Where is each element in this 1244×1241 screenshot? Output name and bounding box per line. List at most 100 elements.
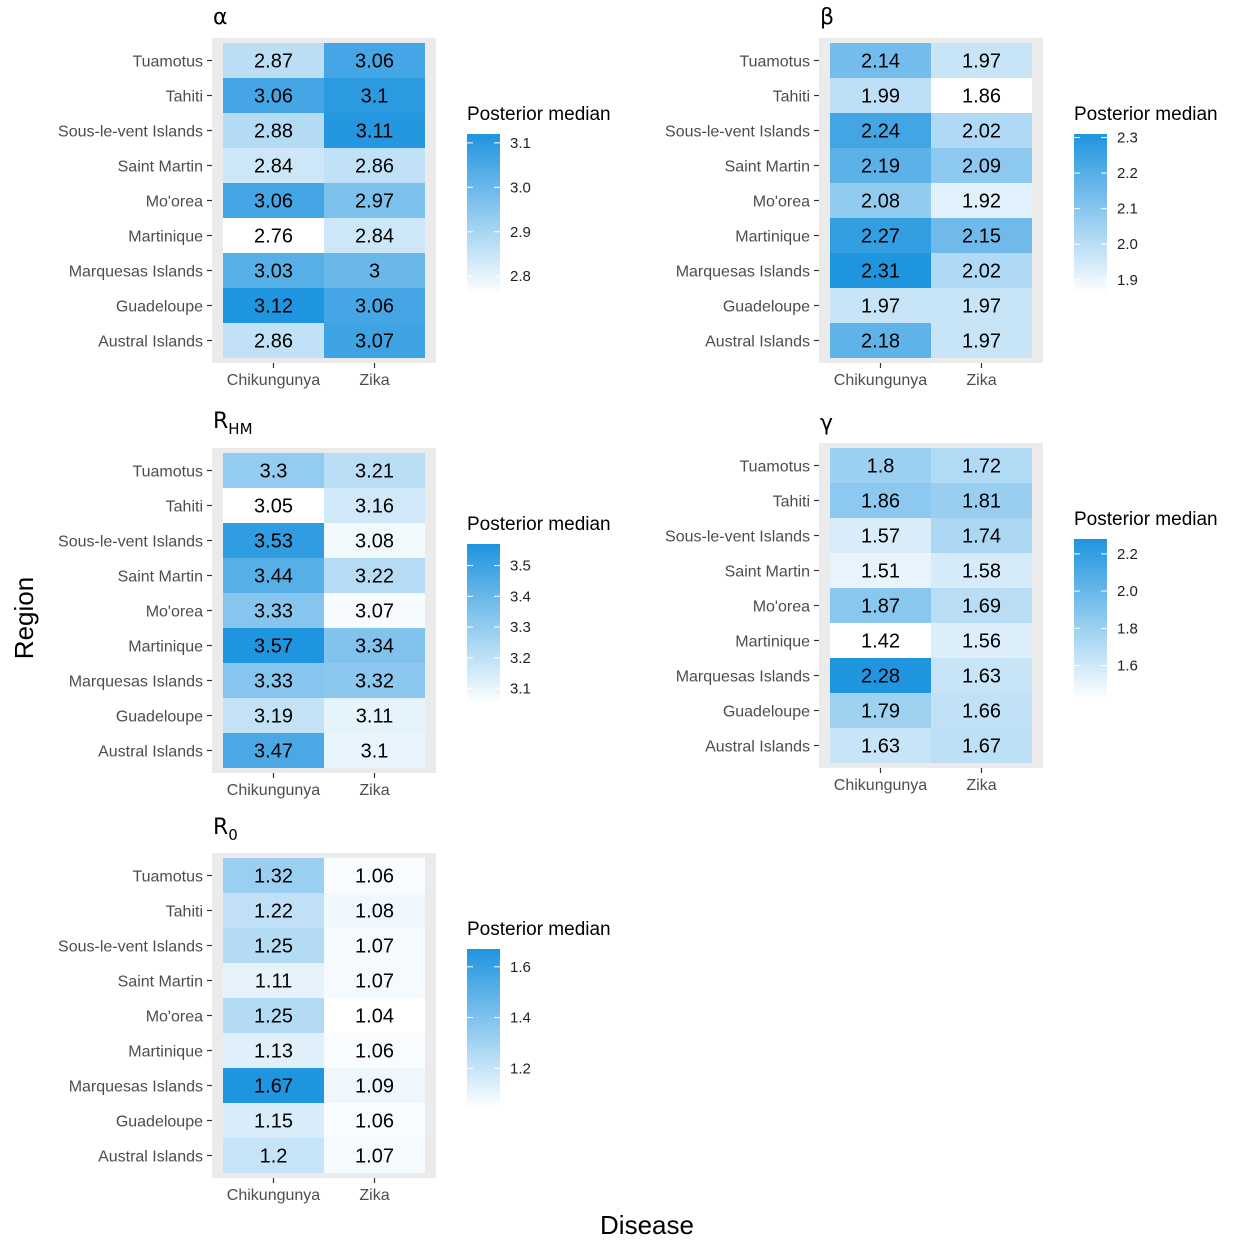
cell-value-label: 1.11 xyxy=(255,971,292,993)
x-tick-label: Zika xyxy=(359,1187,389,1204)
heatmap-cell xyxy=(223,113,324,148)
y-tick-label: Tahiti xyxy=(166,904,203,921)
cell-value-label: 3.19 xyxy=(254,706,293,728)
heatmap-cell xyxy=(830,623,931,658)
y-tick-label: Austral Islands xyxy=(705,334,810,351)
cell-value-label: 2.28 xyxy=(861,666,900,688)
cell-value-label: 2.09 xyxy=(962,156,1001,178)
legend-colorbar xyxy=(467,134,500,294)
cell-value-label: 2.86 xyxy=(355,156,394,178)
y-tick-label: Sous-le-vent Islands xyxy=(58,939,203,956)
y-tick-label: Guadeloupe xyxy=(116,299,203,316)
legend-tick-label: 1.8 xyxy=(1117,620,1138,637)
heatmap-cell xyxy=(931,323,1032,358)
heatmap-cell xyxy=(830,148,931,183)
y-tick-label: Austral Islands xyxy=(705,739,810,756)
y-tick-label: Marquesas Islands xyxy=(676,264,810,281)
cell-value-label: 3.57 xyxy=(254,636,293,658)
y-tick-label: Guadeloupe xyxy=(723,704,810,721)
cell-value-label: 1.04 xyxy=(355,1006,394,1028)
heatmap-cell xyxy=(223,893,324,928)
legend-tick-label: 3.4 xyxy=(510,588,531,605)
heatmap-cell xyxy=(931,658,1032,693)
heatmap-cell xyxy=(931,113,1032,148)
heatmap-cell xyxy=(830,483,931,518)
x-tick-label: Zika xyxy=(359,372,389,389)
y-tick-label: Tahiti xyxy=(166,499,203,516)
panel-title: β xyxy=(820,5,834,30)
y-tick-label: Marquesas Islands xyxy=(69,674,203,691)
cell-value-label: 3.22 xyxy=(355,566,394,588)
heatmap-cell xyxy=(324,1103,425,1138)
cell-value-label: 3.07 xyxy=(355,331,394,353)
heatmap-cell xyxy=(324,218,425,253)
cell-value-label: 1.97 xyxy=(861,296,900,318)
legend-colorbar xyxy=(1074,134,1107,294)
heatmap-cell xyxy=(223,148,324,183)
heatmap-panel-r0: R0 Tuamotus 1.32 1.06 Tahiti 1.22 1.08 Sous-le-… xyxy=(58,815,611,1204)
heatmap-cell xyxy=(223,43,324,78)
cell-value-label: 1.97 xyxy=(962,296,1001,318)
heatmap-panel-alpha: α Tuamotus 2.87 3.06 Tahiti 3.06 3.1 Sous-le-ve… xyxy=(58,5,611,389)
heatmap-cell xyxy=(931,693,1032,728)
panel-title: γ xyxy=(820,411,833,436)
x-tick-label: Zika xyxy=(966,372,996,389)
heatmap-cell xyxy=(223,628,324,663)
heatmap-cell xyxy=(223,1033,324,1068)
panel-title: RHM xyxy=(213,409,253,438)
heatmap-cell xyxy=(931,588,1032,623)
cell-value-label: 2.87 xyxy=(254,51,293,73)
cell-value-label: 2.84 xyxy=(254,156,293,178)
cell-value-label: 1.8 xyxy=(867,456,895,478)
heatmap-cell xyxy=(830,553,931,588)
heatmap-cell xyxy=(931,288,1032,323)
cell-value-label: 3.21 xyxy=(355,461,394,483)
panel-title: R0 xyxy=(213,815,238,844)
y-tick-label: Tahiti xyxy=(773,494,810,511)
heatmap-cell xyxy=(931,148,1032,183)
cell-value-label: 3.03 xyxy=(254,261,293,283)
cell-value-label: 1.97 xyxy=(962,51,1001,73)
legend-tick-label: 2.0 xyxy=(1117,583,1138,600)
legend-tick-label: 1.2 xyxy=(510,1060,531,1077)
y-tick-label: Martinique xyxy=(128,1044,203,1061)
cell-value-label: 3.11 xyxy=(356,706,393,728)
cell-value-label: 3.06 xyxy=(355,296,394,318)
cell-value-label: 2.19 xyxy=(861,156,900,178)
x-tick-label: Zika xyxy=(359,782,389,799)
heatmap-cell xyxy=(931,218,1032,253)
cell-value-label: 1.66 xyxy=(962,701,1001,723)
heatmap-cell xyxy=(830,113,931,148)
cell-value-label: 3.12 xyxy=(254,296,293,318)
heatmap-cell xyxy=(830,448,931,483)
y-tick-label: Saint Martin xyxy=(118,569,203,586)
legend-title: Posterior median xyxy=(1074,509,1218,530)
legend-tick-label: 1.9 xyxy=(1117,272,1138,289)
y-tick-label: Tahiti xyxy=(773,89,810,106)
cell-value-label: 1.58 xyxy=(962,561,1001,583)
y-tick-label: Martinique xyxy=(735,634,810,651)
cell-value-label: 2.15 xyxy=(962,226,1001,248)
heatmap-cell xyxy=(830,588,931,623)
cell-value-label: 1.86 xyxy=(861,491,900,513)
cell-value-label: 3.44 xyxy=(254,566,293,588)
x-tick-label: Chikungunya xyxy=(834,777,928,794)
heatmap-cell xyxy=(223,663,324,698)
cell-value-label: 1.74 xyxy=(962,526,1001,548)
heatmap-cell xyxy=(223,488,324,523)
heatmap-cell xyxy=(324,253,425,288)
cell-value-label: 1.56 xyxy=(962,631,1001,653)
y-tick-label: Tuamotus xyxy=(132,54,203,71)
y-tick-label: Sous-le-vent Islands xyxy=(665,529,810,546)
cell-value-label: 3.11 xyxy=(356,121,393,143)
legend-title: Posterior median xyxy=(467,514,611,535)
legend-tick-label: 1.6 xyxy=(510,959,531,976)
cell-value-label: 3.16 xyxy=(355,496,394,518)
cell-value-label: 1.42 xyxy=(861,631,900,653)
cell-value-label: 3 xyxy=(369,261,380,283)
heatmap-cell xyxy=(324,593,425,628)
cell-value-label: 3.47 xyxy=(254,741,293,763)
heatmap-cell xyxy=(324,858,425,893)
heatmap-cell xyxy=(223,733,324,768)
heatmap-cell xyxy=(931,448,1032,483)
